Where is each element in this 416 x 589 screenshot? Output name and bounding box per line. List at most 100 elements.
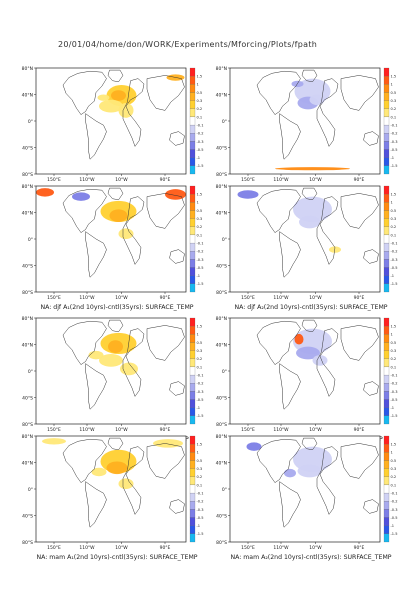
colorbar-label: -0.2 bbox=[391, 250, 398, 254]
colorbar-label: 0.5 bbox=[391, 91, 397, 95]
lon-label: 90°E bbox=[354, 427, 365, 433]
colorbar-label: -1.5 bbox=[391, 282, 398, 286]
coastline bbox=[301, 69, 318, 83]
lon-label: 110°W bbox=[79, 545, 95, 551]
lat-label: 0° bbox=[28, 487, 33, 493]
colorbar-label: -0.5 bbox=[197, 516, 204, 520]
coastline bbox=[122, 328, 145, 397]
colorbar-label: 0.3 bbox=[391, 467, 397, 471]
colorbar-label: -1 bbox=[391, 274, 395, 278]
colorbar-swatch bbox=[383, 525, 390, 534]
colorbar-label: 0.1 bbox=[391, 115, 397, 119]
colorbar-swatch bbox=[189, 342, 196, 351]
colorbar-swatch bbox=[383, 67, 390, 77]
colorbar-label: -1 bbox=[391, 524, 395, 528]
colorbar-label: 0.3 bbox=[197, 99, 203, 103]
coastline bbox=[363, 499, 379, 514]
coastline bbox=[169, 131, 185, 146]
coastline bbox=[316, 328, 339, 397]
colorbar-swatch bbox=[383, 468, 390, 477]
anomaly-patch bbox=[296, 346, 320, 360]
map-background bbox=[36, 68, 186, 174]
lat-label: 40°S bbox=[216, 514, 227, 520]
lon-label: 90°E bbox=[354, 177, 365, 183]
colorbar-label: -0.3 bbox=[197, 390, 204, 394]
coastline bbox=[363, 131, 379, 146]
anomaly-patch bbox=[275, 167, 350, 171]
colorbar-label: -0.5 bbox=[391, 398, 398, 402]
lat-label: 40°S bbox=[22, 146, 33, 152]
coastline bbox=[316, 196, 339, 265]
colorbar-swatch bbox=[189, 108, 196, 118]
coastline bbox=[169, 499, 185, 514]
lon-label: 150°E bbox=[47, 177, 61, 183]
colorbar-label: -1 bbox=[391, 156, 395, 160]
colorbar-label: -0.3 bbox=[197, 140, 204, 144]
colorbar-swatch bbox=[383, 259, 390, 268]
lat-label: 40°N bbox=[216, 461, 227, 467]
coastline bbox=[146, 75, 185, 111]
colorbar-swatch bbox=[383, 251, 390, 260]
colorbar-label: 0.3 bbox=[391, 349, 397, 353]
lon-label: 10°W bbox=[115, 177, 128, 183]
lat-label: 40°S bbox=[22, 396, 33, 402]
coastline bbox=[256, 320, 301, 365]
lat-label: 0° bbox=[222, 237, 227, 243]
coastline bbox=[316, 446, 339, 515]
colorbar-swatch bbox=[383, 334, 390, 343]
colorbar-label: 0.5 bbox=[197, 459, 203, 463]
colorbar-label: 1 bbox=[391, 201, 393, 205]
lat-label: 80°N bbox=[22, 66, 33, 72]
colorbar-label: 0.2 bbox=[197, 225, 203, 229]
colorbar-swatch bbox=[189, 234, 196, 244]
colorbar-label: 0.3 bbox=[197, 349, 203, 353]
coastline bbox=[122, 78, 145, 147]
colorbar-label: -1.5 bbox=[391, 414, 398, 418]
colorbar-swatch bbox=[189, 116, 196, 126]
colorbar-label: 1 bbox=[391, 83, 393, 87]
colorbar-swatch bbox=[189, 267, 196, 276]
colorbar-swatch bbox=[383, 185, 390, 195]
colorbar-swatch bbox=[383, 234, 390, 244]
colorbar-label: -0.1 bbox=[197, 241, 204, 245]
colorbar-label: 1.5 bbox=[197, 75, 203, 79]
coastlines bbox=[62, 69, 185, 160]
colorbar-swatch bbox=[383, 226, 390, 236]
colorbar-label: 0.3 bbox=[391, 99, 397, 103]
coastline bbox=[256, 188, 301, 233]
colorbar-label: 0.2 bbox=[197, 475, 203, 479]
lon-label: 110°W bbox=[79, 295, 95, 301]
colorbar: 1.5 1 0.5 0.3 0.2 0.1 -0.1 -0.2 -0.3 -0.5 -1 -1.5 bbox=[189, 435, 204, 543]
colorbar-label: -0.1 bbox=[197, 123, 204, 127]
colorbar-swatch bbox=[189, 283, 196, 293]
lat-label: 40°S bbox=[216, 146, 227, 152]
colorbar-swatch bbox=[383, 435, 390, 445]
lat-label: 40°N bbox=[22, 343, 33, 349]
panel-caption: NA: mam A₁(2nd 10yrs)-cntl(35yrs): SURFA… bbox=[36, 554, 197, 561]
colorbar-swatch bbox=[383, 84, 390, 93]
coastline bbox=[107, 187, 124, 201]
coastline bbox=[301, 437, 318, 451]
colorbar-swatch bbox=[383, 141, 390, 150]
colorbar-label: -0.1 bbox=[197, 373, 204, 377]
lat-label: 40°N bbox=[22, 461, 33, 467]
anomaly-patch bbox=[153, 439, 183, 448]
coastline bbox=[301, 187, 318, 201]
coastlines bbox=[256, 437, 379, 528]
lon-label: 10°W bbox=[309, 177, 322, 183]
colorbar-swatch bbox=[189, 452, 196, 461]
colorbar-swatch bbox=[189, 133, 196, 142]
colorbar-label: 1.5 bbox=[197, 325, 203, 329]
colorbar-swatch bbox=[383, 399, 390, 408]
colorbar-label: 1 bbox=[391, 451, 393, 455]
anomaly-patch bbox=[294, 333, 304, 345]
colorbar-swatch bbox=[189, 100, 196, 109]
coastlines bbox=[62, 187, 185, 278]
colorbar-label: -0.2 bbox=[391, 500, 398, 504]
colorbar-label: 0.1 bbox=[197, 483, 203, 487]
colorbar-swatch bbox=[189, 407, 196, 416]
colorbar-swatch bbox=[383, 501, 390, 510]
colorbar-swatch bbox=[189, 444, 196, 453]
colorbar: 1.5 1 0.5 0.3 0.2 0.1 -0.1 -0.2 -0.3 -0.5 -1 -1.5 bbox=[383, 435, 398, 543]
